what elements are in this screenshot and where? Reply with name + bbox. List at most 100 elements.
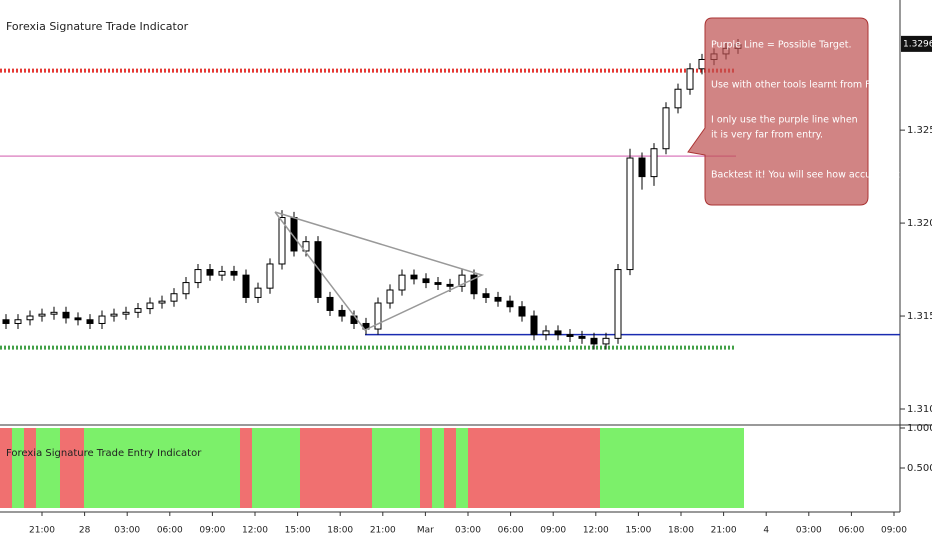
indicator-bar (108, 428, 120, 508)
candle-body (662, 107, 670, 150)
candle-body (398, 274, 406, 291)
indicator-bar (84, 428, 96, 508)
indicator-bar (264, 428, 276, 508)
candle-body (422, 278, 430, 284)
x-tick-label: 09:00 (540, 526, 566, 536)
indicator-bar (408, 428, 420, 508)
candle-body (26, 315, 34, 321)
candle-body (698, 58, 706, 70)
indicator-bar (696, 428, 708, 508)
indicator-bar (648, 428, 660, 508)
indicator-bar (360, 428, 372, 508)
candle-body (638, 157, 646, 178)
x-tick-label: 12:00 (583, 526, 609, 536)
indicator-bar (216, 428, 228, 508)
x-tick-label: 06:00 (498, 526, 524, 536)
x-tick-label: 18:00 (327, 526, 353, 536)
candle-body (578, 335, 586, 339)
indicator-bar (324, 428, 336, 508)
indicator-bar (168, 428, 180, 508)
candle-body (242, 274, 250, 298)
candle-body (62, 311, 70, 319)
indicator-bar (528, 428, 540, 508)
x-tick-label: 15:00 (285, 526, 311, 536)
y-tick-label: 1.32500 (907, 125, 932, 136)
candle-body (458, 274, 466, 287)
indicator-bar (60, 428, 72, 508)
candle-body (122, 311, 130, 315)
candle-body (302, 241, 310, 252)
candle-body (470, 274, 478, 295)
indicator-bar (444, 428, 456, 508)
candle-body (110, 313, 118, 317)
last-price-label: 1.32964 (903, 39, 932, 49)
indicator-bar (24, 428, 36, 508)
indicator-bar (720, 428, 732, 508)
candle-body (38, 313, 46, 317)
indicator-bar (540, 428, 552, 508)
callout-line: I only use the purple line when (711, 115, 858, 126)
candle-body (386, 289, 394, 304)
candle-body (674, 88, 682, 109)
indicator-bar (0, 428, 12, 508)
indicator-bar (552, 428, 564, 508)
indicator-bar (504, 428, 516, 508)
indicator-title: Forexia Signature Trade Entry Indicator (6, 448, 202, 459)
candle-body (158, 300, 166, 304)
x-tick-label: 03:00 (455, 526, 481, 536)
indicator-y-tick-label: 1.00000 (907, 423, 932, 434)
x-tick-label: 18:00 (668, 526, 694, 536)
candle-body (374, 302, 382, 330)
indicator-bar (204, 428, 216, 508)
indicator-bar (252, 428, 264, 508)
indicator-bar (516, 428, 528, 508)
indicator-bar (564, 428, 576, 508)
x-tick-label: 09:00 (881, 526, 907, 536)
candle-body (338, 309, 346, 317)
candle-body (506, 300, 514, 308)
callout-line: Backtest it! You will see how accurate i… (711, 170, 914, 181)
x-tick-label: Mar (417, 526, 434, 536)
candle-body (626, 157, 634, 271)
triangle-drawing (274, 211, 485, 331)
candle-body (554, 330, 562, 336)
indicator-bar (144, 428, 156, 508)
indicator-bar (492, 428, 504, 508)
candle-body (614, 269, 622, 339)
indicator-bar (192, 428, 204, 508)
y-tick-label: 1.31000 (907, 404, 932, 415)
indicator-bar (180, 428, 192, 508)
candle-body (518, 306, 526, 317)
indicator-bar (612, 428, 624, 508)
indicator-bar (240, 428, 252, 508)
candle-body (686, 68, 694, 90)
callout-text: Purple Line = Possible Target. Use with o… (711, 40, 914, 181)
candle-body (590, 337, 598, 345)
x-tick-label: 12:00 (242, 526, 268, 536)
indicator-bar (72, 428, 84, 508)
indicator-bar (624, 428, 636, 508)
candle-body (482, 293, 490, 298)
indicator-bar (48, 428, 60, 508)
candle-body (230, 270, 238, 276)
indicator-bar (156, 428, 168, 508)
x-tick-label: 06:00 (838, 526, 864, 536)
x-tick-label: 09:00 (199, 526, 225, 536)
indicator-bar (588, 428, 600, 508)
indicator-bar (36, 428, 48, 508)
candle-body (2, 319, 10, 324)
candle-body (254, 287, 262, 298)
indicator-bar (312, 428, 324, 508)
indicator-bar (432, 428, 444, 508)
candle-body (410, 274, 418, 280)
indicator-bar (672, 428, 684, 508)
candle-body (326, 296, 334, 311)
indicator-bar (396, 428, 408, 508)
callout-line: Purple Line = Possible Target. (711, 40, 852, 51)
indicator-bar (228, 428, 240, 508)
candle-body (266, 263, 274, 289)
x-tick-label: 4 (763, 526, 769, 536)
x-tick-label: 21:00 (370, 526, 396, 536)
last-price-box (901, 35, 932, 52)
x-tick-label: 21:00 (711, 526, 737, 536)
